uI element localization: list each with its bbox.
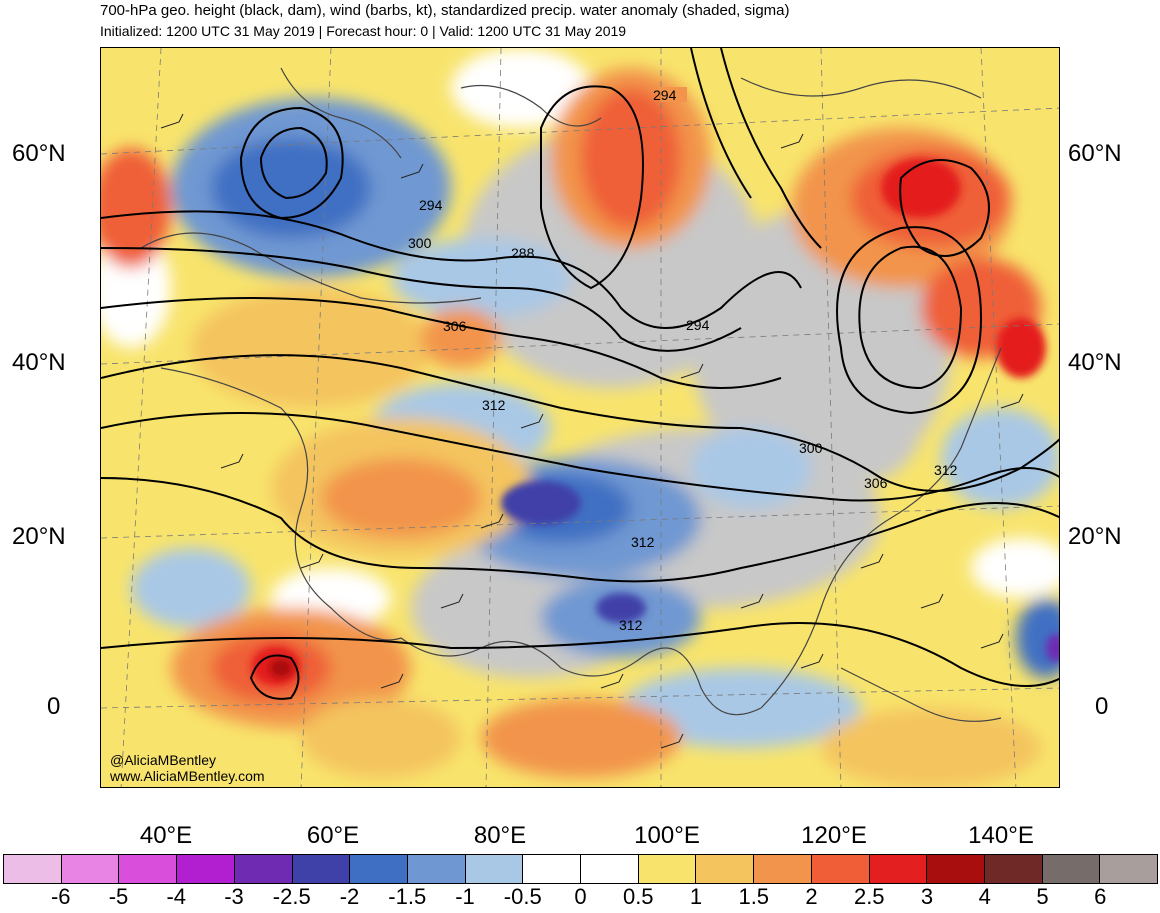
colorbar bbox=[3, 854, 1158, 884]
colorbar-swatch bbox=[177, 855, 235, 883]
wind-barbs bbox=[160, 113, 1024, 749]
anomaly-neutral-region bbox=[451, 48, 591, 128]
colorbar-label: -1.5 bbox=[388, 884, 427, 909]
colorbar-label: 0.5 bbox=[622, 884, 654, 909]
colorbar-label: -6 bbox=[50, 884, 71, 909]
contour-label: 312 bbox=[934, 462, 958, 478]
colorbar-label: 2 bbox=[805, 884, 818, 909]
anomaly-negative-region bbox=[1016, 598, 1059, 678]
anomaly-negative-region bbox=[131, 548, 251, 628]
colorbar-swatch bbox=[696, 855, 755, 883]
contour-label: 300 bbox=[799, 440, 823, 456]
colorbar-label: 3 bbox=[920, 884, 934, 909]
lat-label-left: 40°N bbox=[12, 349, 66, 376]
colorbar-swatch bbox=[1100, 855, 1158, 883]
colorbar-label: 4 bbox=[978, 884, 991, 909]
colorbar-swatch bbox=[523, 855, 582, 883]
contour-label: 300 bbox=[408, 235, 432, 251]
colorbar-swatch bbox=[581, 855, 639, 883]
lat-label-right: 60°N bbox=[1068, 140, 1122, 167]
weather-map: 294 300 288 306 294 294 312 300 306 312 … bbox=[101, 48, 1059, 787]
colorbar-swatch bbox=[984, 855, 1043, 883]
anomaly-core-positive bbox=[996, 318, 1046, 378]
anomaly-positive-region bbox=[301, 698, 461, 778]
lat-label-left: 0 bbox=[47, 693, 61, 720]
colorbar-label: 6 bbox=[1094, 884, 1107, 909]
anomaly-positive-region bbox=[581, 88, 681, 228]
contour-label: 306 bbox=[443, 318, 467, 334]
colorbar-swatch bbox=[61, 855, 120, 883]
anomaly-positive-region bbox=[481, 698, 681, 778]
colorbar-swatch bbox=[407, 855, 466, 883]
contour-label: 312 bbox=[631, 534, 655, 550]
lon-label: 120°E bbox=[801, 822, 867, 849]
coastlines bbox=[140, 67, 1002, 722]
contour-label: 312 bbox=[482, 397, 506, 413]
map-title: 700-hPa geo. height (black, dam), wind (… bbox=[100, 2, 790, 19]
colorbar-swatch bbox=[638, 855, 697, 883]
anomaly-core-negative bbox=[596, 593, 646, 623]
lat-label-left: 20°N bbox=[12, 523, 66, 550]
lon-label: 40°E bbox=[139, 822, 193, 849]
colorbar-swatch bbox=[234, 855, 293, 883]
colorbar-label: -1 bbox=[455, 884, 475, 909]
colorbar-swatch bbox=[4, 855, 62, 883]
colorbar-swatch bbox=[350, 855, 408, 883]
colorbar-swatch bbox=[1042, 855, 1101, 883]
credit-handle: @AliciaMBentley bbox=[110, 752, 217, 768]
height-contours bbox=[101, 48, 1059, 700]
lat-label-right: 40°N bbox=[1068, 349, 1122, 376]
anomaly-core-negative bbox=[501, 481, 581, 525]
colorbar-label: -2 bbox=[339, 884, 360, 909]
lat-label-left: 60°N bbox=[12, 140, 66, 167]
lon-label: 100°E bbox=[634, 822, 700, 849]
anomaly-core-positive bbox=[269, 658, 293, 678]
contour-label: 312 bbox=[619, 617, 643, 633]
lon-label: 140°E bbox=[968, 822, 1034, 849]
colorbar-swatch bbox=[811, 855, 870, 883]
anomaly-negative-region bbox=[211, 138, 371, 238]
colorbar-swatch bbox=[754, 855, 812, 883]
colorbar-label: 2.5 bbox=[853, 884, 885, 909]
anomaly-core-positive bbox=[881, 158, 961, 218]
colorbar-label: -0.5 bbox=[503, 884, 542, 909]
contour-label: 294 bbox=[419, 197, 443, 213]
contour-label: 306 bbox=[864, 475, 888, 491]
anomaly-positive-region bbox=[321, 458, 481, 538]
anomaly-negative-region bbox=[621, 668, 861, 748]
colorbar-swatch bbox=[119, 855, 178, 883]
contour-labels: 294 300 288 306 294 294 312 300 306 312 … bbox=[408, 87, 958, 633]
colorbar-label: 5 bbox=[1036, 884, 1049, 909]
anomaly-neutral-region bbox=[971, 538, 1059, 598]
anomaly-shading bbox=[101, 48, 1059, 787]
colorbar-label: -4 bbox=[166, 884, 187, 909]
lat-label-right: 0 bbox=[1095, 693, 1109, 720]
colorbar-swatch bbox=[292, 855, 351, 883]
lon-label: 80°E bbox=[473, 822, 527, 849]
colorbar-label: -3 bbox=[224, 884, 244, 909]
map-panel: 294 300 288 306 294 294 312 300 306 312 … bbox=[100, 47, 1060, 788]
lat-label-right: 20°N bbox=[1068, 523, 1122, 550]
colorbar-swatch bbox=[869, 855, 928, 883]
anomaly-core-negative bbox=[1046, 634, 1059, 662]
anomaly-positive-region bbox=[191, 288, 431, 408]
colorbar-swatch bbox=[927, 855, 985, 883]
anomaly-positive-region bbox=[821, 708, 1041, 787]
anomaly-positive-region bbox=[421, 308, 501, 368]
colorbar-swatch bbox=[465, 855, 524, 883]
contour-label: 288 bbox=[511, 245, 535, 261]
contour-label: 294 bbox=[653, 87, 677, 103]
credit-website: www.AliciaMBentley.com bbox=[110, 768, 265, 784]
contour-label: 294 bbox=[686, 317, 710, 333]
colorbar-label: -5 bbox=[108, 884, 129, 909]
lon-label: 60°E bbox=[306, 822, 360, 849]
map-subtitle: Initialized: 1200 UTC 31 May 2019 | Fore… bbox=[100, 23, 627, 39]
colorbar-label: 1.5 bbox=[738, 884, 770, 909]
colorbar-label: -2.5 bbox=[272, 884, 311, 909]
anomaly-positive-region bbox=[101, 148, 171, 268]
colorbar-label: 1 bbox=[689, 884, 703, 909]
colorbar-label: 0 bbox=[574, 884, 587, 909]
